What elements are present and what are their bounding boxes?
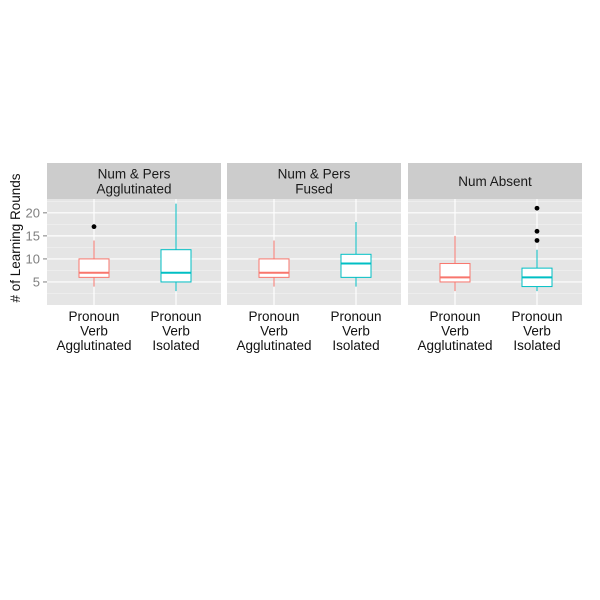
y-tick-label-2: 10 — [26, 251, 40, 266]
facet-strip-2 — [227, 163, 401, 199]
y-axis-title: # of Learning Rounds — [8, 173, 23, 302]
box-panel-3-cat-2-outlier-3 — [534, 205, 540, 211]
box-panel-1-cat-2-iqr — [160, 249, 192, 283]
x-tick-label-panel-2-cat-2-line-3: Isolated — [332, 338, 379, 353]
x-tick-label-panel-2-cat-2-line-1: Pronoun — [330, 309, 381, 324]
facet-strip-1 — [47, 163, 221, 199]
x-tick-label-panel-3-cat-2-line-1: Pronoun — [511, 309, 562, 324]
facet-title-1-line-1: Num & Pers — [98, 167, 171, 182]
x-tick-label-panel-2-cat-1-line-1: Pronoun — [248, 309, 299, 324]
box-panel-2-cat-2-iqr — [340, 253, 372, 278]
x-tick-label-panel-3-cat-1-line-3: Agglutinated — [417, 338, 492, 353]
facet-title-2-line-2: Fused — [295, 182, 333, 197]
x-tick-label-panel-2-cat-1-line-3: Agglutinated — [236, 338, 311, 353]
box-panel-3-cat-1-iqr — [439, 263, 471, 283]
x-tick-label-panel-1-cat-2-line-1: Pronoun — [150, 309, 201, 324]
panel-background-1 — [47, 199, 221, 305]
facet-strip-3 — [408, 163, 582, 199]
x-tick-label-panel-1-cat-1-line-2: Verb — [80, 324, 108, 339]
x-tick-label-panel-2-cat-1-line-2: Verb — [260, 324, 288, 339]
box-panel-3-cat-2-outlier-2 — [534, 228, 540, 234]
x-tick-label-panel-1-cat-2-line-2: Verb — [162, 324, 190, 339]
x-tick-label-panel-3-cat-2-line-3: Isolated — [513, 338, 560, 353]
panel-background-2 — [227, 199, 401, 305]
facet-title-3-line-1: Num Absent — [458, 174, 532, 189]
y-tick-label-4: 20 — [26, 205, 40, 220]
y-tick-label-3: 15 — [26, 228, 40, 243]
box-panel-3-cat-2-outlier-1 — [534, 238, 540, 243]
x-tick-label-panel-1-cat-1-line-3: Agglutinated — [56, 338, 131, 353]
facet-title-1-line-2: Agglutinated — [96, 182, 171, 197]
box-panel-1-cat-1-outlier-1 — [91, 224, 97, 230]
x-tick-label-panel-1-cat-2-line-3: Isolated — [152, 338, 199, 353]
x-tick-label-panel-3-cat-2-line-2: Verb — [523, 324, 551, 339]
x-tick-label-panel-2-cat-2-line-2: Verb — [342, 324, 370, 339]
box-panel-2-cat-1-iqr — [258, 258, 290, 278]
x-tick-label-panel-3-cat-1-line-2: Verb — [441, 324, 469, 339]
x-tick-label-panel-3-cat-1-line-1: Pronoun — [429, 309, 480, 324]
y-tick-label-1: 5 — [33, 274, 40, 289]
facet-title-2-line-1: Num & Pers — [278, 167, 351, 182]
panel-background-3 — [408, 199, 582, 305]
x-tick-label-panel-1-cat-1-line-1: Pronoun — [68, 309, 119, 324]
box-panel-1-cat-1-iqr — [78, 258, 110, 278]
